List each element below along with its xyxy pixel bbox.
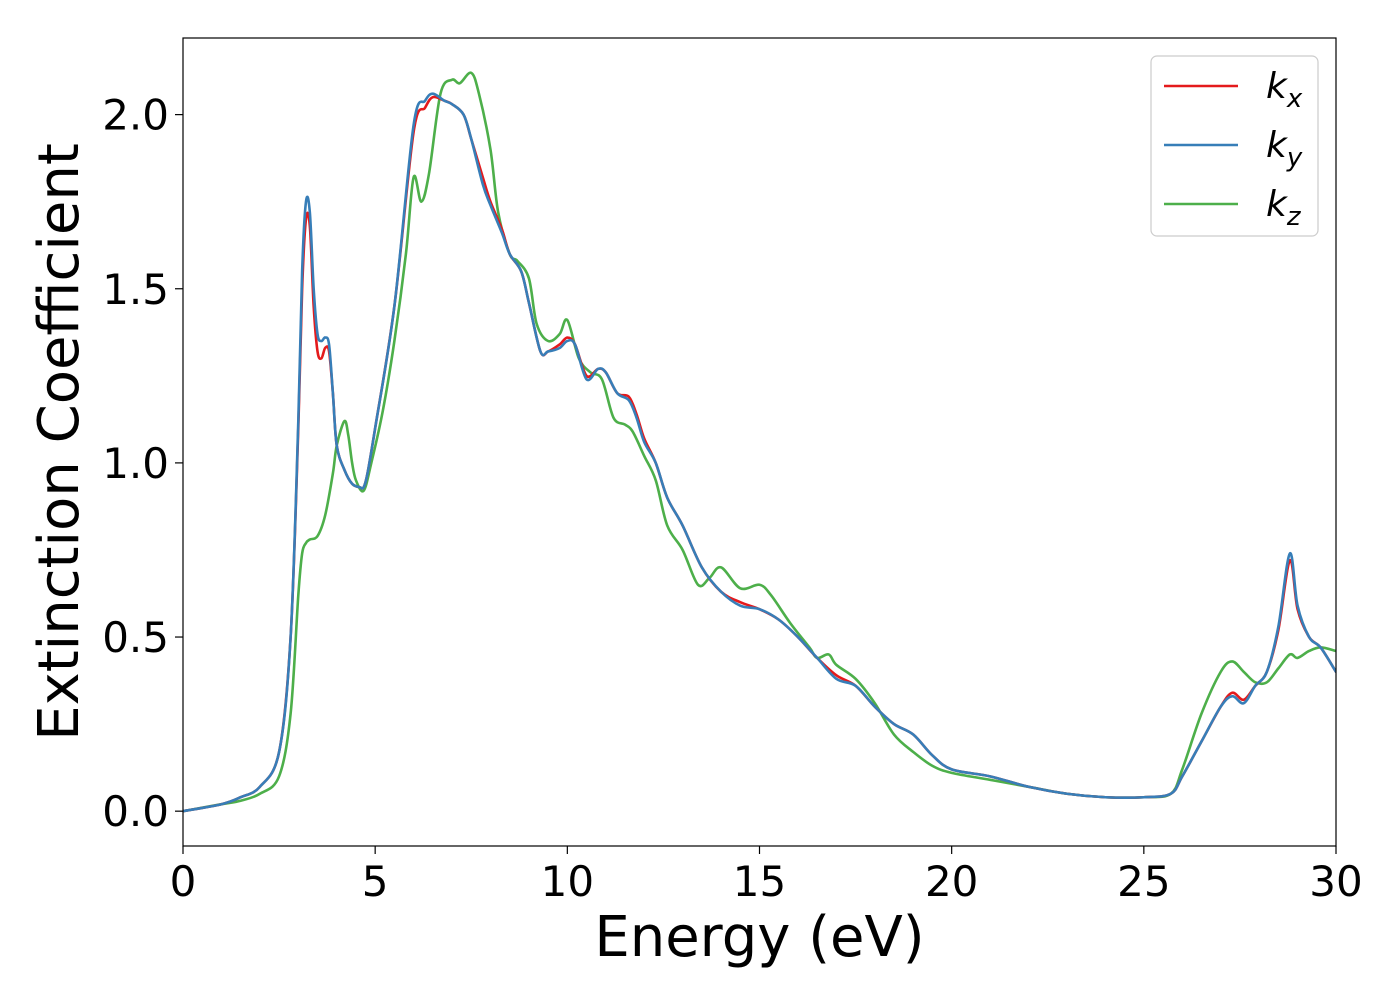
y-tick-label: 0.5 <box>102 613 169 662</box>
y-tick-label: 2.0 <box>102 91 169 140</box>
x-tick-label: 30 <box>1309 857 1362 906</box>
x-tick-label: 20 <box>925 857 978 906</box>
series-layer <box>183 71 1336 813</box>
series-line-y <box>183 92 1336 813</box>
y-tick-label: 1.5 <box>102 265 169 314</box>
x-tick-label: 0 <box>170 857 197 906</box>
x-axis-label: Energy (eV) <box>594 905 924 970</box>
legend-label-z: kz <box>1266 184 1302 232</box>
x-tick-label: 25 <box>1117 857 1170 906</box>
x-axis: 0 5 10 15 20 25 30 <box>170 846 1363 906</box>
y-axis: 0.0 0.5 1.0 1.5 2.0 <box>102 91 183 836</box>
legend-label-x: kx <box>1266 66 1303 114</box>
y-tick-label: 1.0 <box>102 439 169 488</box>
y-axis-label: Extinction Coefficient <box>27 143 92 741</box>
legend-label-y: ky <box>1266 125 1303 173</box>
x-tick-label: 5 <box>362 857 389 906</box>
x-tick-label: 15 <box>733 857 786 906</box>
y-tick-label: 0.0 <box>102 787 169 836</box>
legend: kx ky kz <box>1150 55 1319 237</box>
x-tick-label: 10 <box>541 857 594 906</box>
